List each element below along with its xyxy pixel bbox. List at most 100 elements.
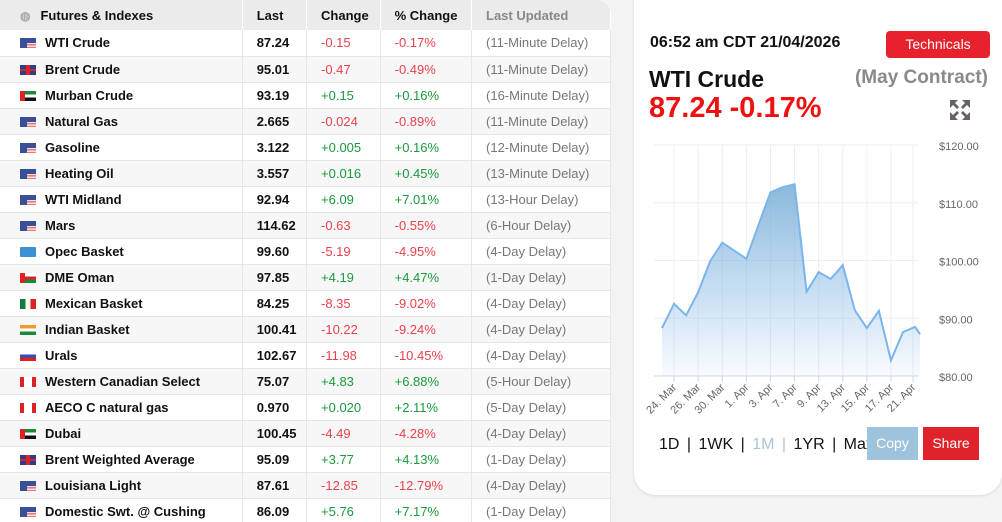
row-last-updated: (4-Day Delay) — [471, 316, 611, 343]
row-change: +0.020 — [306, 394, 381, 421]
row-last: 86.09 — [242, 498, 308, 522]
globe-icon: ◍ — [20, 8, 31, 23]
row-last: 114.62 — [242, 212, 308, 239]
range-1wk[interactable]: 1WK — [698, 436, 734, 453]
futures-table: ◍ Futures & Indexes Last Change % Change … — [0, 0, 611, 522]
row-pct-change: -9.02% — [380, 290, 473, 317]
row-name[interactable]: Urals — [0, 342, 243, 369]
flag-us-icon — [20, 38, 36, 49]
quote-panel: 06:52 am CDT 21/04/2026 Technicals WTI C… — [634, 0, 1002, 495]
table-row[interactable]: Mexican Basket 84.25 -8.35 -9.02% (4-Day… — [0, 290, 611, 317]
flag-us-icon — [20, 168, 36, 179]
row-last: 97.85 — [242, 264, 308, 291]
row-change: -0.024 — [306, 108, 381, 135]
flag-mx-icon — [20, 298, 36, 309]
row-name[interactable]: Mexican Basket — [0, 290, 243, 317]
table-row[interactable]: Brent Crude 95.01 -0.47 -0.49% (11-Minut… — [0, 56, 611, 83]
row-change: +5.76 — [306, 498, 381, 522]
row-last-updated: (11-Minute Delay) — [471, 30, 611, 57]
quote-timestamp: 06:52 am CDT 21/04/2026 — [650, 34, 841, 51]
row-pct-change: +6.88% — [380, 368, 473, 395]
table-row[interactable]: AECO C natural gas 0.970 +0.020 +2.11% (… — [0, 394, 611, 421]
header-last-updated[interactable]: Last Updated — [471, 0, 611, 30]
table-row[interactable]: Louisiana Light 87.61 -12.85 -12.79% (4-… — [0, 472, 611, 499]
table-row[interactable]: Murban Crude 93.19 +0.15 +0.16% (16-Minu… — [0, 82, 611, 109]
expand-icon[interactable] — [949, 99, 971, 121]
header-last[interactable]: Last — [242, 0, 308, 30]
row-last: 95.01 — [242, 56, 308, 83]
row-change: +3.77 — [306, 446, 381, 473]
table-row[interactable]: Dubai 100.45 -4.49 -4.28% (4-Day Delay) — [0, 420, 611, 447]
flag-in-icon — [20, 324, 36, 335]
row-pct-change: +4.47% — [380, 264, 473, 291]
header-change[interactable]: Change — [306, 0, 381, 30]
row-name[interactable]: Indian Basket — [0, 316, 243, 343]
row-last: 84.25 — [242, 290, 308, 317]
range-1d[interactable]: 1D — [659, 436, 680, 453]
flag-ae-icon — [20, 90, 36, 101]
row-last-updated: (4-Day Delay) — [471, 420, 611, 447]
flag-opec-icon — [20, 246, 36, 257]
row-name[interactable]: Opec Basket — [0, 238, 243, 265]
row-name[interactable]: Murban Crude — [0, 82, 243, 109]
technicals-button[interactable]: Technicals — [886, 31, 990, 58]
y-tick-label: $100.00 — [939, 257, 979, 269]
row-name[interactable]: Brent Crude — [0, 56, 243, 83]
copy-button[interactable]: Copy — [867, 427, 918, 460]
table-row[interactable]: WTI Midland 92.94 +6.09 +7.01% (13-Hour … — [0, 186, 611, 213]
row-name[interactable]: Brent Weighted Average — [0, 446, 243, 473]
table-row[interactable]: Gasoline 3.122 +0.005 +0.16% (12-Minute … — [0, 134, 611, 161]
row-pct-change: -4.95% — [380, 238, 473, 265]
contract-label: (May Contract) — [854, 67, 988, 88]
row-last: 75.07 — [242, 368, 308, 395]
table-row[interactable]: Opec Basket 99.60 -5.19 -4.95% (4-Day De… — [0, 238, 611, 265]
row-name[interactable]: WTI Crude — [0, 30, 243, 57]
row-name[interactable]: Louisiana Light — [0, 472, 243, 499]
row-last-updated: (12-Minute Delay) — [471, 134, 611, 161]
flag-us-icon — [20, 480, 36, 491]
y-tick-label: $110.00 — [939, 199, 978, 211]
row-name[interactable]: Dubai — [0, 420, 243, 447]
row-pct-change: +0.45% — [380, 160, 473, 187]
row-last-updated: (11-Minute Delay) — [471, 56, 611, 83]
row-last-updated: (11-Minute Delay) — [471, 108, 611, 135]
quote-price: 87.24 -0.17% — [649, 92, 822, 124]
table-row[interactable]: Brent Weighted Average 95.09 +3.77 +4.13… — [0, 446, 611, 473]
table-row[interactable]: WTI Crude 87.24 -0.15 -0.17% (11-Minute … — [0, 30, 611, 57]
row-last-updated: (5-Hour Delay) — [471, 368, 611, 395]
table-row[interactable]: Indian Basket 100.41 -10.22 -9.24% (4-Da… — [0, 316, 611, 343]
row-name[interactable]: Mars — [0, 212, 243, 239]
row-last-updated: (16-Minute Delay) — [471, 82, 611, 109]
row-last: 87.61 — [242, 472, 308, 499]
table-row[interactable]: Urals 102.67 -11.98 -10.45% (4-Day Delay… — [0, 342, 611, 369]
table-row[interactable]: DME Oman 97.85 +4.19 +4.47% (1-Day Delay… — [0, 264, 611, 291]
table-row[interactable]: Western Canadian Select 75.07 +4.83 +6.8… — [0, 368, 611, 395]
row-name[interactable]: AECO C natural gas — [0, 394, 243, 421]
range-max[interactable]: Max — [843, 436, 874, 453]
row-last: 87.24 — [242, 30, 308, 57]
range-1m[interactable]: 1M — [752, 436, 775, 453]
row-name[interactable]: Domestic Swt. @ Cushing — [0, 498, 243, 522]
row-change: -5.19 — [306, 238, 381, 265]
header-name[interactable]: ◍ Futures & Indexes — [0, 0, 243, 30]
row-pct-change: -0.17% — [380, 30, 473, 57]
row-name[interactable]: DME Oman — [0, 264, 243, 291]
share-button[interactable]: Share — [923, 427, 979, 460]
row-name[interactable]: Gasoline — [0, 134, 243, 161]
row-name[interactable]: Natural Gas — [0, 108, 243, 135]
row-change: -8.35 — [306, 290, 381, 317]
header-pct-change[interactable]: % Change — [380, 0, 473, 30]
row-name[interactable]: Western Canadian Select — [0, 368, 243, 395]
table-row[interactable]: Heating Oil 3.557 +0.016 +0.45% (13-Minu… — [0, 160, 611, 187]
table-row[interactable]: Domestic Swt. @ Cushing 86.09 +5.76 +7.1… — [0, 498, 611, 522]
row-pct-change: +7.01% — [380, 186, 473, 213]
table-row[interactable]: Natural Gas 2.665 -0.024 -0.89% (11-Minu… — [0, 108, 611, 135]
y-tick-label: $80.00 — [939, 372, 973, 384]
table-row[interactable]: Mars 114.62 -0.63 -0.55% (6-Hour Delay) — [0, 212, 611, 239]
x-tick-label: 3. Apr — [747, 381, 776, 410]
row-name[interactable]: Heating Oil — [0, 160, 243, 187]
row-name[interactable]: WTI Midland — [0, 186, 243, 213]
range-1yr[interactable]: 1YR — [793, 436, 825, 453]
row-last: 3.122 — [242, 134, 308, 161]
